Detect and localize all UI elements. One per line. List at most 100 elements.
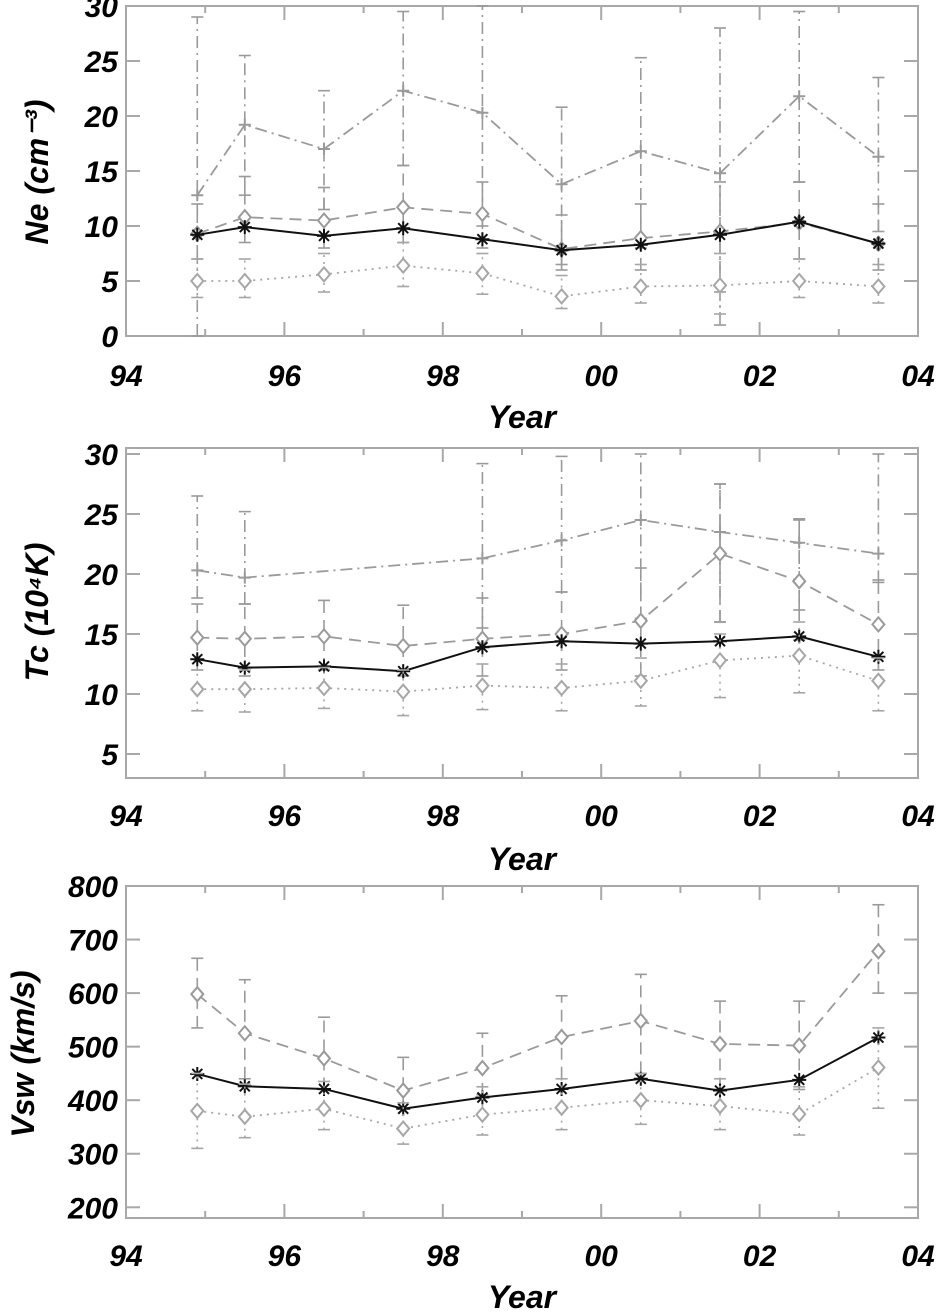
data-point [396,221,411,236]
panel-tc: 94 96 98 00 02 04 5 10 15 20 25 30 Year Tc (10⁴K) [19,439,935,877]
data-point [633,277,649,296]
y-tick-label: 25 [84,499,120,532]
data-point [554,1099,569,1117]
data-point [395,1120,411,1138]
series-line [196,89,879,196]
series-line [196,950,880,1092]
data-point [190,652,205,667]
y-tick-label: 400 [67,1085,118,1118]
data-point [872,150,885,163]
data-point [554,1081,569,1096]
data-point [554,679,569,697]
data-point [712,276,728,294]
x-axis-title: Year [488,399,558,435]
y-tick-label: 25 [84,46,120,79]
data-point [237,1108,253,1126]
data-point [237,660,252,675]
data-point [189,680,205,698]
data-point [475,232,490,247]
series-dotted [189,621,886,717]
data-point [395,257,411,275]
data-point [633,636,648,651]
series-line [197,635,879,673]
data-point [475,264,490,282]
data-point [633,1012,649,1030]
y-tick-label: 30 [85,0,119,24]
data-point [316,627,332,645]
series-dashed [189,164,886,293]
y-tick-label: 20 [84,101,119,134]
data-point [554,634,569,649]
data-point [237,272,253,290]
data-point [237,1079,252,1094]
data-point [476,552,489,565]
series-dashed [189,483,886,677]
data-point [475,677,490,695]
data-point [237,630,253,648]
data-point [791,647,807,665]
x-axis-title: Year [488,1279,558,1313]
data-point [555,178,568,191]
data-point [554,287,569,305]
data-point [712,1035,728,1053]
y-axis-title: Ne (cm⁻³) [19,100,55,245]
x-tick-label: 98 [426,360,460,393]
y-axis-title: Tc (10⁴K) [19,543,55,682]
y-tick-label: 30 [85,439,119,472]
series-line [197,1036,879,1110]
data-point [190,227,205,242]
x-tick-label: 02 [743,1240,777,1273]
data-point [317,659,331,674]
y-tick-label: 20 [84,559,119,592]
series-line [196,206,879,251]
series-solid [190,214,886,258]
series-line [197,519,879,579]
data-point [712,545,728,563]
data-point [475,640,490,655]
data-point [634,145,647,158]
data-point [395,1082,411,1100]
x-tick-label: 96 [268,800,302,833]
y-tick-label: 15 [85,619,120,652]
data-point [871,615,886,633]
data-point [713,227,727,242]
x-tick-label: 94 [109,1240,143,1273]
data-point [475,1106,490,1124]
panel-vsw: 94 96 98 00 02 04 200 300 400 500 600 700 800 Year V… [5,871,935,1313]
data-point [871,942,886,960]
panel-ne: 94 96 98 00 02 04 0 5 10 15 20 25 30 Year Ne (cm⁻³) [19,0,935,435]
x-axis-title: Year [488,841,558,877]
series-dashdot [191,453,885,629]
data-point [634,514,647,526]
series-dotted [189,1027,886,1150]
series-line [197,654,879,693]
data-point [191,564,204,577]
data-point [237,220,252,235]
data-point [791,1105,807,1123]
y-tick-label: 500 [68,1032,118,1065]
x-tick-label: 00 [585,1240,619,1273]
series-solid [190,1030,886,1116]
data-point [397,84,410,97]
x-tick-label: 96 [268,360,302,393]
series-line [197,1066,879,1130]
data-point [871,649,886,664]
data-point [633,1091,649,1109]
data-point [793,90,806,103]
series-dashdot [191,5,885,337]
data-point [475,205,490,223]
series-line [197,552,879,647]
data-point [238,118,251,131]
data-point [318,143,330,155]
data-point [238,571,251,584]
data-point [396,664,411,679]
data-point [316,265,332,283]
data-point [633,612,649,630]
y-tick-label: 0 [101,321,118,354]
data-point [395,637,411,655]
x-tick-label: 96 [268,1240,302,1273]
data-point [317,228,331,243]
series-dashed [189,903,886,1110]
x-tick-label: 02 [743,360,777,393]
